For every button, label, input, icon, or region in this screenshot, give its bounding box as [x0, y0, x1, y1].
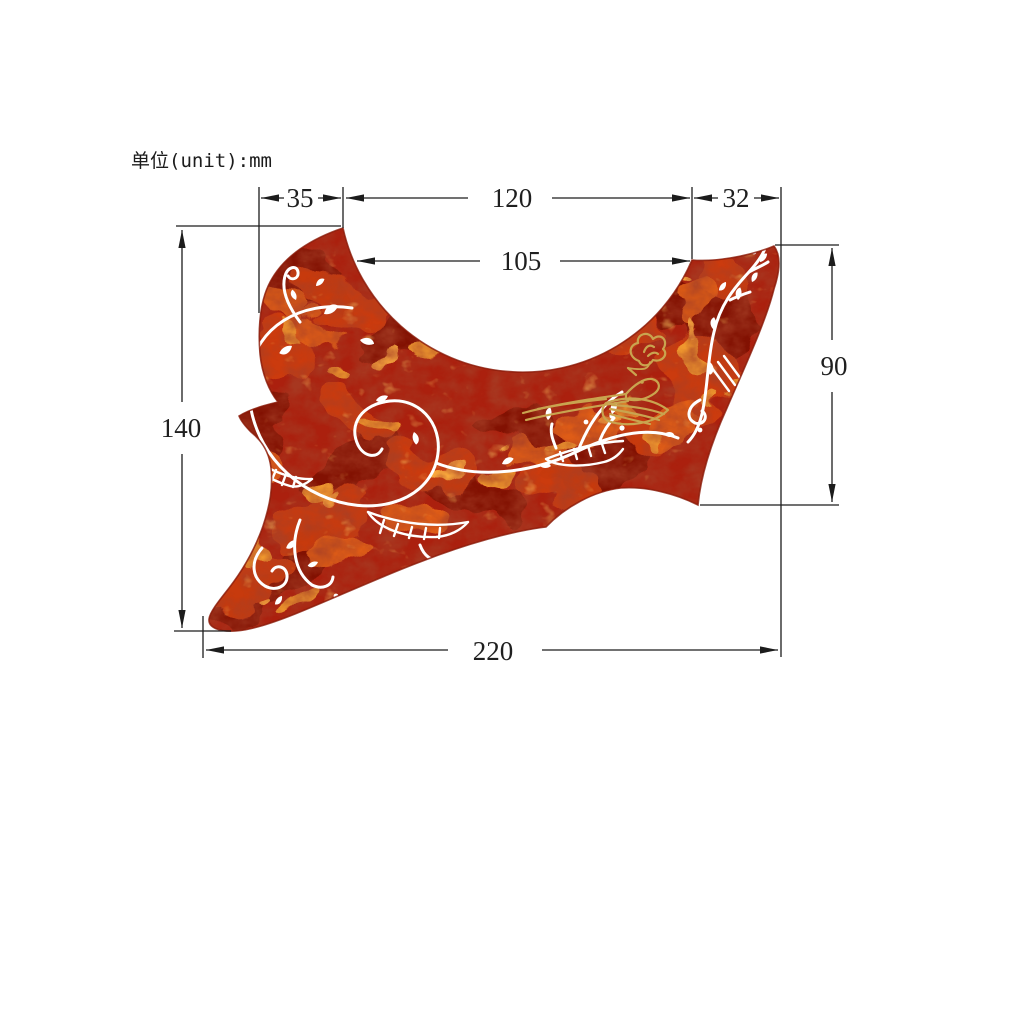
pickguard-graphic [208, 227, 780, 632]
dim-label-32: 32 [723, 183, 750, 213]
dim-label-90: 90 [821, 351, 848, 381]
dimension-lines [178, 194, 836, 654]
dim-label-35: 35 [287, 183, 314, 213]
unit-note-label: 单位(unit):mm [131, 150, 272, 172]
dim-label-220: 220 [473, 636, 514, 666]
dim-label-140: 140 [161, 413, 202, 443]
shell-bright-mottle [208, 228, 779, 632]
dim-label-105: 105 [501, 246, 542, 276]
dimension-annotations [174, 187, 839, 658]
dim-label-120: 120 [492, 183, 533, 213]
hummingbird-engraving [521, 332, 670, 426]
extension-lines [174, 187, 839, 658]
